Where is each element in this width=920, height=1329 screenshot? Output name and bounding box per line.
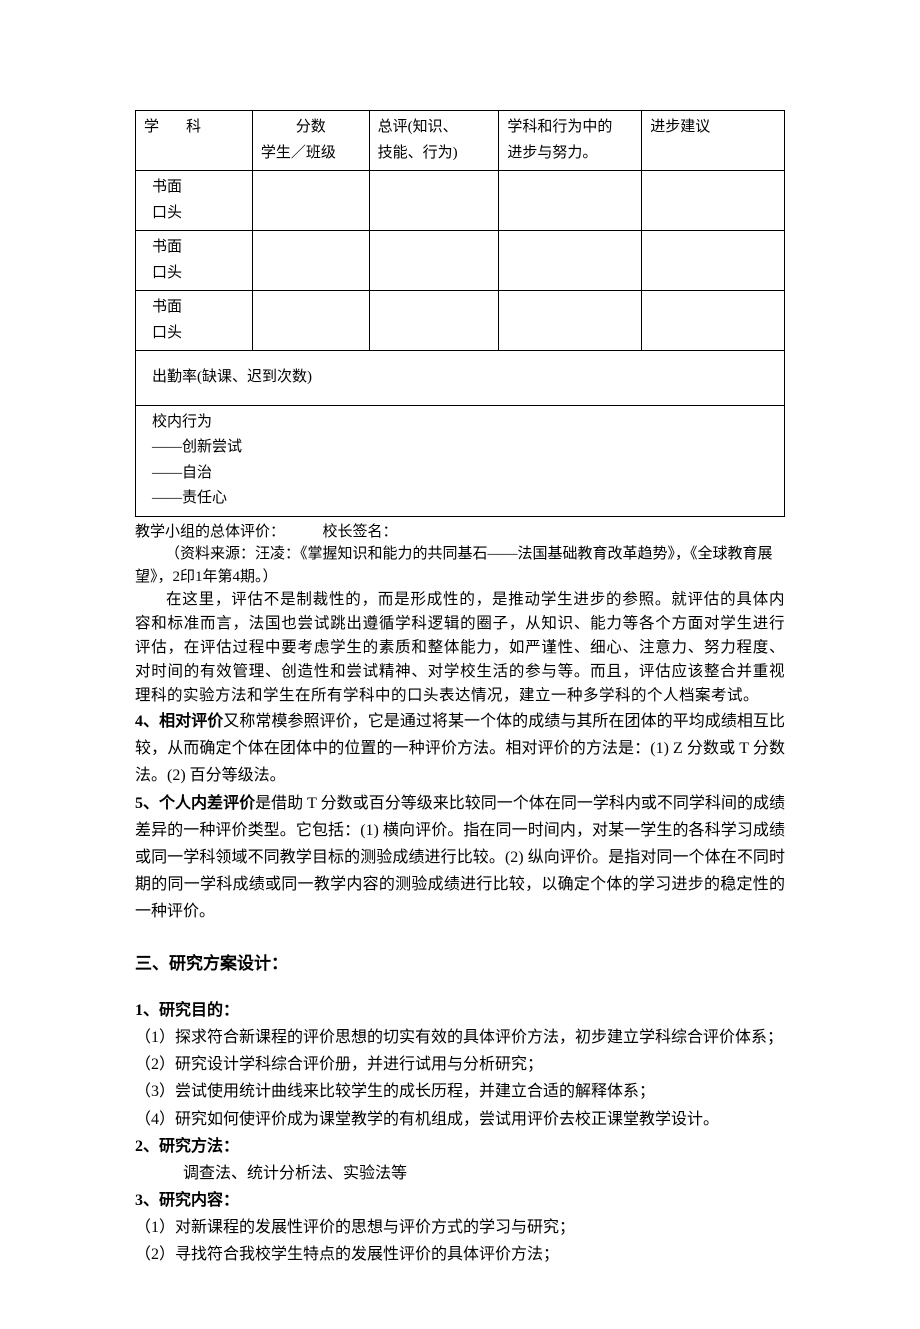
section-2-text: 调查法、统计分析法、实验法等 [135,1160,785,1187]
header-suggestion-line1: 进步建议 [650,115,776,141]
section-1-item-4: （4）研究如何使评价成为课堂教学的有机组成，尝试用评价去校正课堂教学设计。 [135,1106,785,1133]
header-overall-line2: 技能、行为) [378,141,491,167]
header-score-line2: 学生／班级 [261,141,361,167]
header-subject-char1: 学 [144,119,186,135]
behavior-line2: ——创新尝试 [152,435,776,461]
row1-suggestion [642,171,785,231]
row1-oral: 口头 [152,201,244,227]
behavior-cell: 校内行为 ——创新尝试 ——自治 ——责任心 [136,405,785,516]
header-overall-line1: 总评(知识、 [378,115,491,141]
item-4-title: 4、相对评价 [135,713,223,730]
row1-type: 书面 口头 [136,171,253,231]
table-row: 书面 口头 [136,171,785,231]
behavior-row: 校内行为 ——创新尝试 ——自治 ——责任心 [136,405,785,516]
item-4: 4、相对评价又称常模参照评价，它是通过将某一个体的成绩与其所在团体的平均成绩相互… [135,708,785,790]
section-3-item-1: （1）对新课程的发展性评价的思想与评价方式的学习与研究； [135,1214,785,1241]
row3-progress [499,291,642,351]
behavior-line3: ——自治 [152,461,776,487]
behavior-line4: ——责任心 [152,486,776,512]
row3-score [252,291,369,351]
heading-3: 三、研究方案设计： [135,950,785,977]
row3-written: 书面 [152,295,244,321]
row3-suggestion [642,291,785,351]
header-progress-line1: 学科和行为中的 [507,115,633,141]
behavior-line1: 校内行为 [152,410,776,436]
section-3-item-2: （2）寻找符合我校学生特点的发展性评价的具体评价方法； [135,1241,785,1268]
row3-overall [369,291,499,351]
row2-suggestion [642,231,785,291]
header-score: 分数 学生／班级 [252,111,369,171]
section-1-title: 1、研究目的： [135,997,785,1024]
row1-progress [499,171,642,231]
item-5-title: 5、个人内差评价 [135,795,255,812]
row2-score [252,231,369,291]
row1-written: 书面 [152,175,244,201]
table-row: 书面 口头 [136,231,785,291]
row3-oral: 口头 [152,321,244,347]
signature-line: 教学小组的总体评价： 校长签名： [135,521,785,544]
row2-written: 书面 [152,235,244,261]
item-5: 5、个人内差评价是借助 T 分数或百分等级来比较同一个体在同一学科内或不同学科间… [135,790,785,926]
row1-overall [369,171,499,231]
section-1-item-1: （1）探求符合新课程的评价思想的切实有效的具体评价方法，初步建立学科综合评价体系… [135,1024,785,1051]
paragraph-1: 在这里，评估不是制裁性的，而是形成性的，是推动学生进步的参照。就评估的具体内容和… [135,588,785,708]
attendance-cell: 出勤率(缺课、迟到次数) [136,351,785,406]
header-subject-label: 学科 [144,115,244,141]
source-citation: （资料来源：汪凌：《掌握知识和能力的共同基石——法国基础教育改革趋势》，《全球教… [135,543,785,588]
item-5-text: 是借助 T 分数或百分等级来比较同一个体在同一学科内或不同学科间的成绩差异的一种… [135,795,785,921]
row1-score [252,171,369,231]
row2-type: 书面 口头 [136,231,253,291]
table-row: 书面 口头 [136,291,785,351]
section-3-title: 3、研究内容： [135,1187,785,1214]
attendance-row: 出勤率(缺课、迟到次数) [136,351,785,406]
header-subject-char2: 科 [186,119,201,135]
row3-type: 书面 口头 [136,291,253,351]
header-suggestion: 进步建议 [642,111,785,171]
section-1-item-2: （2）研究设计学科综合评价册，并进行试用与分析研究； [135,1051,785,1078]
row2-progress [499,231,642,291]
header-progress: 学科和行为中的 进步与努力。 [499,111,642,171]
row2-overall [369,231,499,291]
header-subject: 学科 [136,111,253,171]
header-score-line1: 分数 [261,115,361,141]
item-4-text: 又称常模参照评价，它是通过将某一个体的成绩与其所在团体的平均成绩相互比较，从而确… [135,713,785,784]
evaluation-table: 学科 分数 学生／班级 总评(知识、 技能、行为) 学科和行为中的 进步与努力。… [135,110,785,517]
section-1-item-3: （3）尝试使用统计曲线来比较学生的成长历程，并建立合适的解释体系； [135,1078,785,1105]
table-header-row: 学科 分数 学生／班级 总评(知识、 技能、行为) 学科和行为中的 进步与努力。… [136,111,785,171]
row2-oral: 口头 [152,261,244,287]
section-2-title: 2、研究方法： [135,1133,785,1160]
header-progress-line2: 进步与努力。 [507,141,633,167]
header-overall: 总评(知识、 技能、行为) [369,111,499,171]
